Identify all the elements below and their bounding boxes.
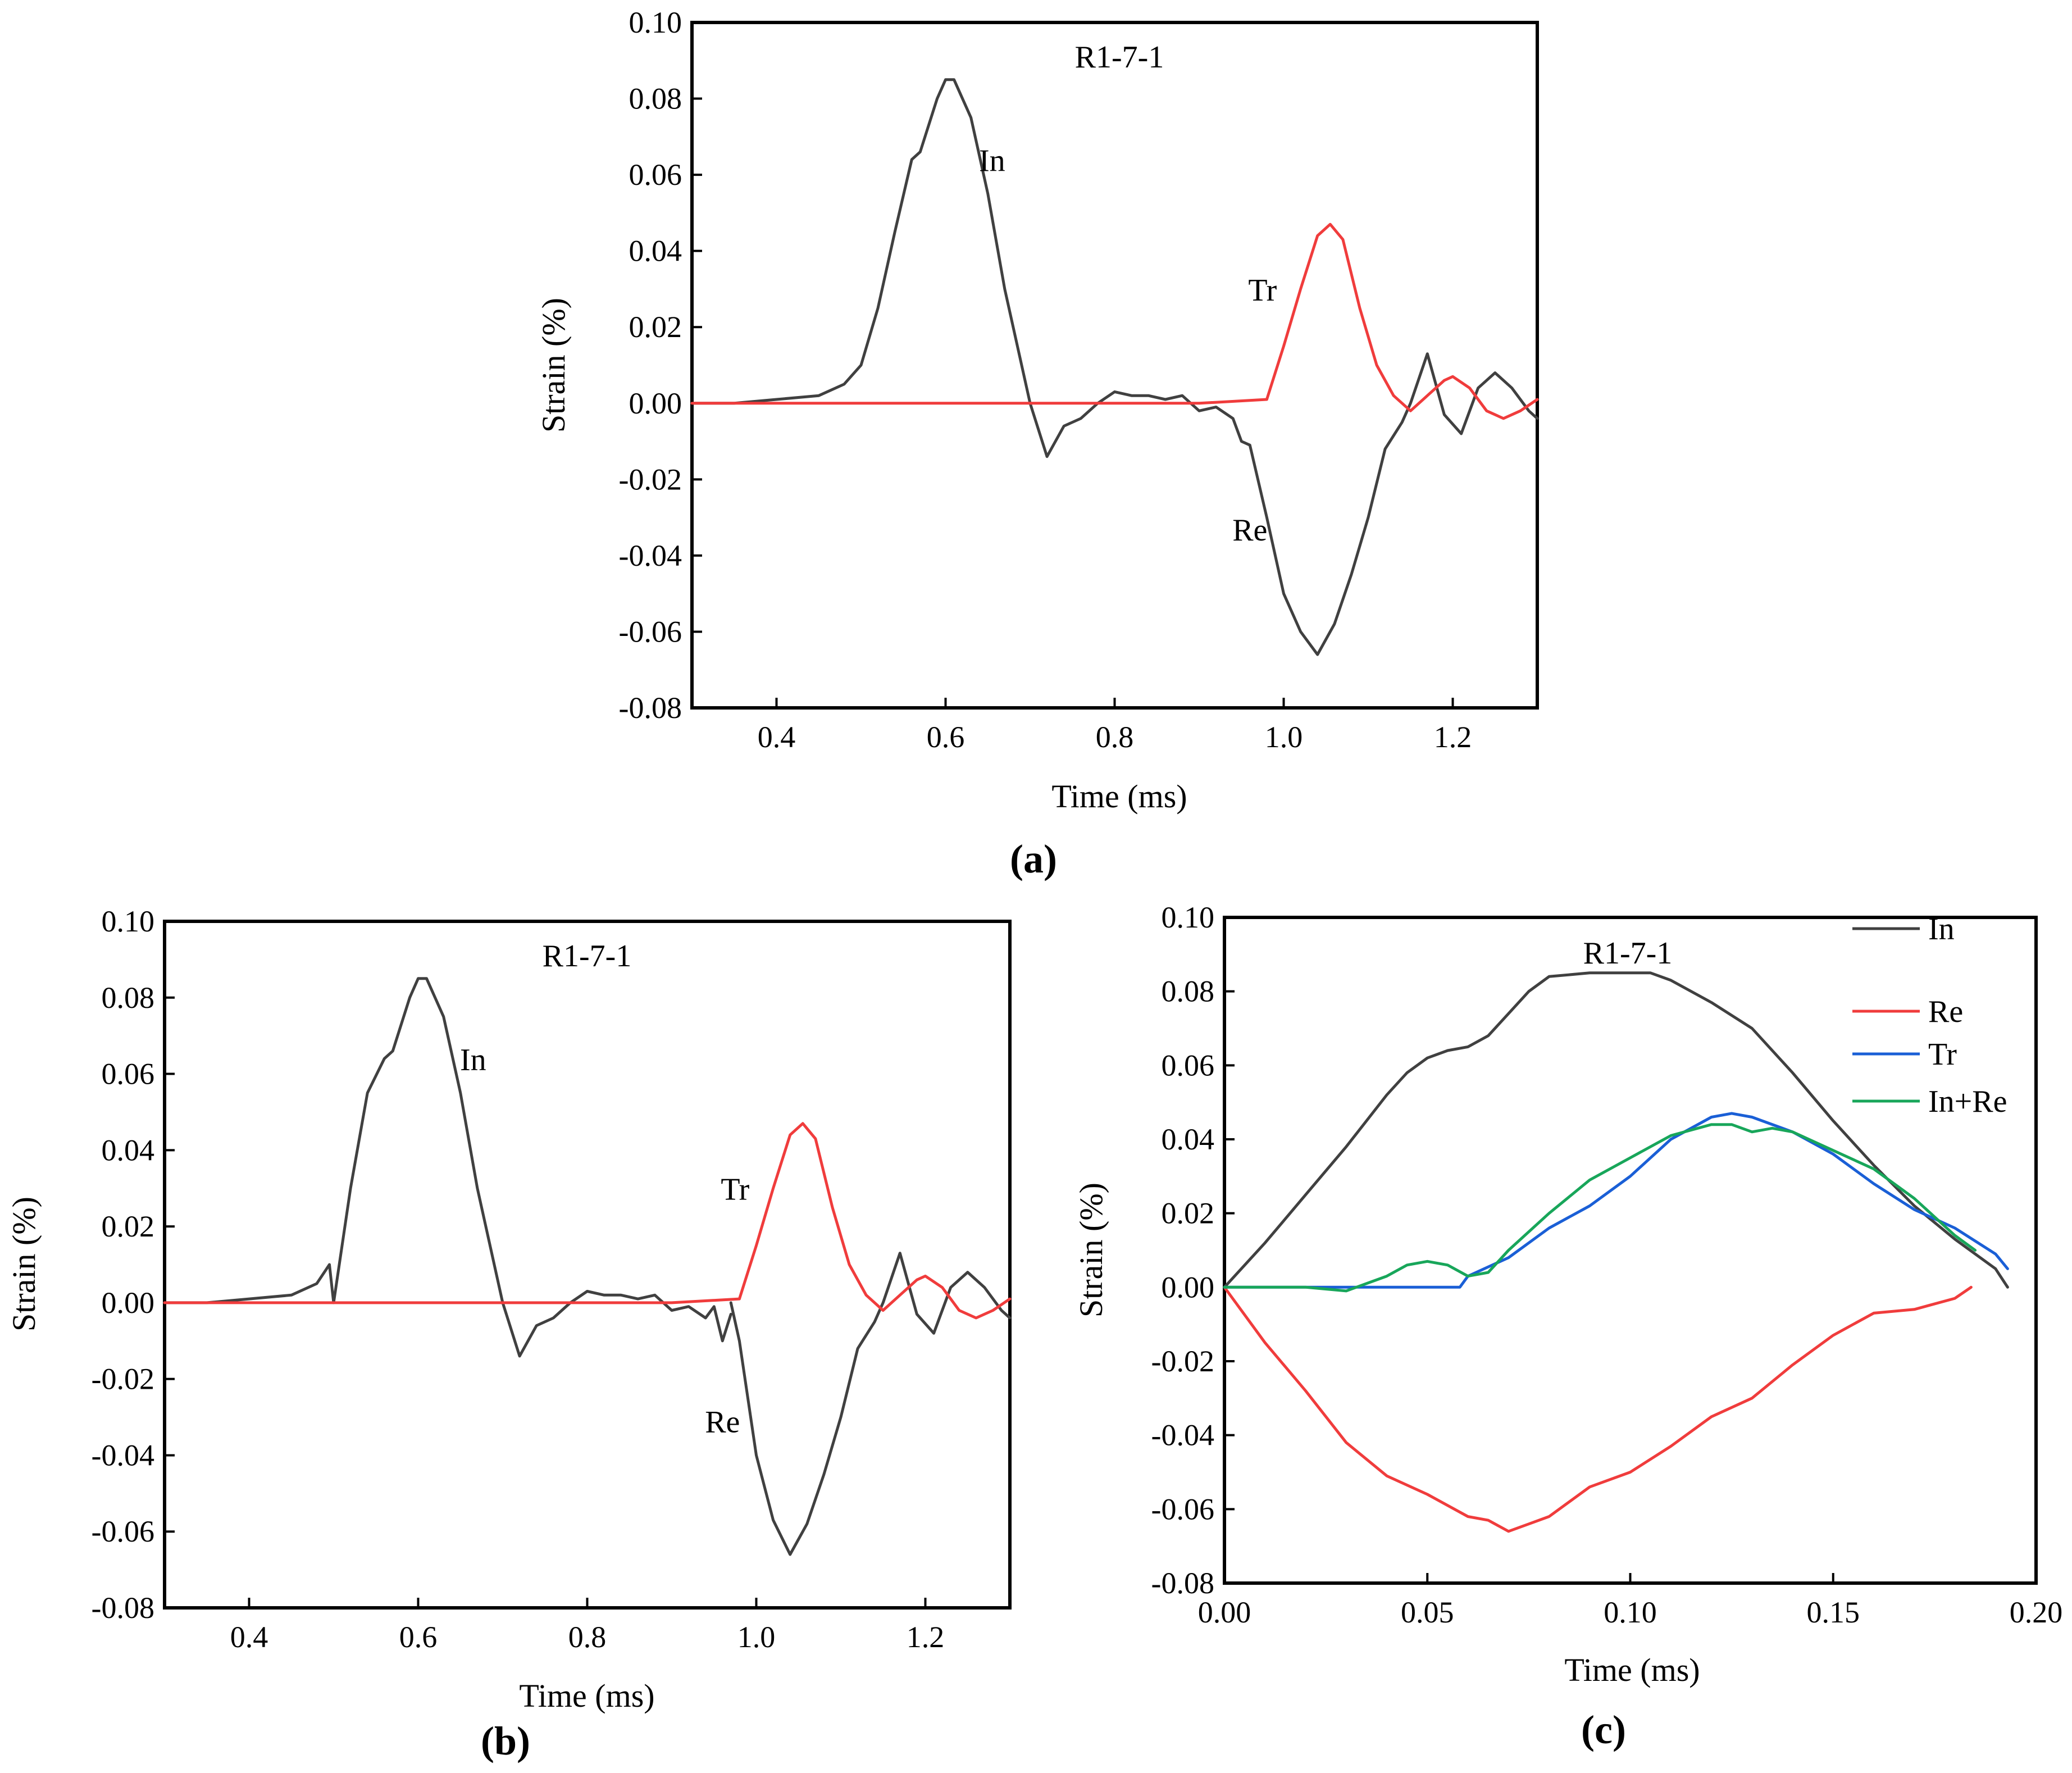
y-tick-label: 0.10 (629, 6, 682, 39)
y-tick-label: 0.02 (1162, 1197, 1215, 1230)
x-axis-label: Time (ms) (1564, 1652, 1700, 1688)
y-axis-label: Strain (%) (6, 1197, 42, 1331)
panel-c-chart: 0.00 0.05 0.10 0.15 0.20 -0.08 -0.06 -0.04 -0.02… (1073, 901, 2062, 1752)
legend: In Re Tr In+Re (1852, 912, 2007, 1119)
panel-label-c: (c) (1581, 1707, 1626, 1752)
axis-ticks: 0.00 0.05 0.10 0.15 0.20 -0.08 -0.06 -0.04 -0.02… (1151, 901, 2063, 1629)
chart-title: R1-7-1 (1075, 40, 1164, 75)
y-tick-label: -0.04 (1151, 1419, 1214, 1452)
panel-label-b: (b) (481, 1719, 530, 1763)
y-tick-label: 0.02 (102, 1210, 155, 1243)
annotations: In Tr Re (979, 143, 1277, 547)
legend-label-tr: Tr (1928, 1037, 1957, 1072)
annotation-in: In (460, 1043, 486, 1078)
legend-label-re: Re (1928, 994, 1963, 1029)
y-tick-label: 0.08 (1162, 975, 1215, 1008)
y-tick-label: 0.04 (629, 234, 682, 268)
x-tick-label: 1.2 (1434, 720, 1472, 754)
annotation-re: Re (705, 1405, 740, 1440)
panel-a-chart: 0.4 0.6 0.8 1.0 1.2 -0.08 -0.06 -0.04 -0.02 0.00 0… (535, 6, 1539, 881)
y-tick-label: -0.04 (619, 539, 682, 572)
data-series (690, 78, 1539, 656)
annotation-re: Re (1232, 513, 1267, 548)
y-tick-label: 0.02 (629, 310, 682, 344)
x-axis-label: Time (ms) (519, 1677, 654, 1714)
series-line-in (1223, 971, 2009, 1289)
y-tick-label: 0.06 (1162, 1048, 1215, 1082)
axis-ticks: 0.4 0.6 0.8 1.0 1.2 -0.08 -0.06 -0.04 -0.02 0.00 0… (92, 904, 945, 1654)
x-tick-label: 0.8 (568, 1620, 607, 1654)
y-tick-label: -0.08 (92, 1591, 154, 1625)
y-tick-label: 0.00 (1162, 1270, 1215, 1304)
y-tick-label: -0.02 (92, 1362, 154, 1396)
data-series (1223, 971, 2009, 1533)
annotation-tr: Tr (721, 1172, 749, 1207)
y-tick-label: 0.00 (102, 1286, 155, 1320)
chart-title: R1-7-1 (543, 939, 632, 974)
panel-b-chart: 0.4 0.6 0.8 1.0 1.2 -0.08 -0.06 -0.04 -0.02 0.00 0… (6, 904, 1012, 1763)
y-tick-label: -0.06 (619, 615, 682, 648)
y-tick-label: 0.04 (1162, 1122, 1215, 1156)
x-tick-label: 0.15 (1807, 1595, 1860, 1629)
y-tick-label: 0.04 (102, 1133, 155, 1167)
series-line-tr (1223, 1112, 2009, 1289)
y-tick-label: -0.06 (1151, 1492, 1214, 1526)
series-line-in-re (690, 78, 1539, 656)
y-tick-label: -0.08 (619, 691, 682, 725)
y-tick-label: -0.02 (619, 462, 682, 496)
y-tick-label: -0.06 (92, 1515, 154, 1548)
x-axis-label: Time (ms) (1051, 778, 1187, 815)
x-tick-label: 1.0 (737, 1620, 776, 1654)
y-tick-label: -0.02 (1151, 1344, 1214, 1378)
x-tick-label: 0.4 (758, 720, 796, 754)
series-line-re (1223, 1285, 1973, 1533)
x-tick-label: 0.8 (1096, 720, 1134, 754)
data-series (163, 977, 1012, 1556)
y-tick-label: 0.06 (102, 1057, 155, 1091)
legend-label-in: In (1928, 912, 1955, 947)
x-tick-label: 1.2 (907, 1620, 945, 1654)
y-tick-label: -0.08 (1151, 1566, 1214, 1600)
chart-title: R1-7-1 (1583, 936, 1673, 971)
x-tick-label: 0.10 (1604, 1595, 1657, 1629)
y-tick-label: -0.04 (92, 1438, 154, 1472)
legend-label-inre: In+Re (1928, 1084, 2007, 1119)
plot-frame (163, 920, 1012, 1610)
x-tick-label: 0.6 (399, 1620, 438, 1654)
series-line-in (163, 977, 732, 1358)
annotation-in: In (979, 143, 1005, 178)
y-axis-label: Strain (%) (1073, 1183, 1109, 1317)
series-line-re (729, 1252, 1012, 1556)
plot-frame (690, 21, 1539, 710)
y-tick-label: 0.08 (102, 981, 155, 1015)
y-axis-label: Strain (%) (535, 298, 572, 433)
x-tick-label: 1.0 (1265, 720, 1303, 754)
series-line-tr (163, 1122, 1012, 1320)
x-tick-label: 0.4 (230, 1620, 268, 1654)
y-tick-label: 0.08 (629, 82, 682, 116)
annotation-tr: Tr (1248, 273, 1277, 308)
panel-label-a: (a) (1010, 837, 1057, 881)
x-tick-label: 0.05 (1401, 1595, 1454, 1629)
series-line-in-re (1223, 1123, 1977, 1293)
series-line-tr (690, 222, 1539, 420)
y-tick-label: 0.10 (102, 904, 155, 938)
y-tick-label: 0.00 (629, 387, 682, 420)
plot-frame (1223, 916, 2038, 1585)
x-tick-label: 0.6 (927, 720, 965, 754)
x-tick-label: 0.20 (2010, 1595, 2063, 1629)
y-tick-label: 0.06 (629, 158, 682, 192)
annotations: In Tr Re (460, 1043, 750, 1440)
y-tick-label: 0.10 (1162, 901, 1215, 934)
axis-ticks: 0.4 0.6 0.8 1.0 1.2 -0.08 -0.06 -0.04 -0.02 0.00 0… (619, 6, 1472, 754)
x-tick-label: 0.00 (1198, 1595, 1251, 1629)
